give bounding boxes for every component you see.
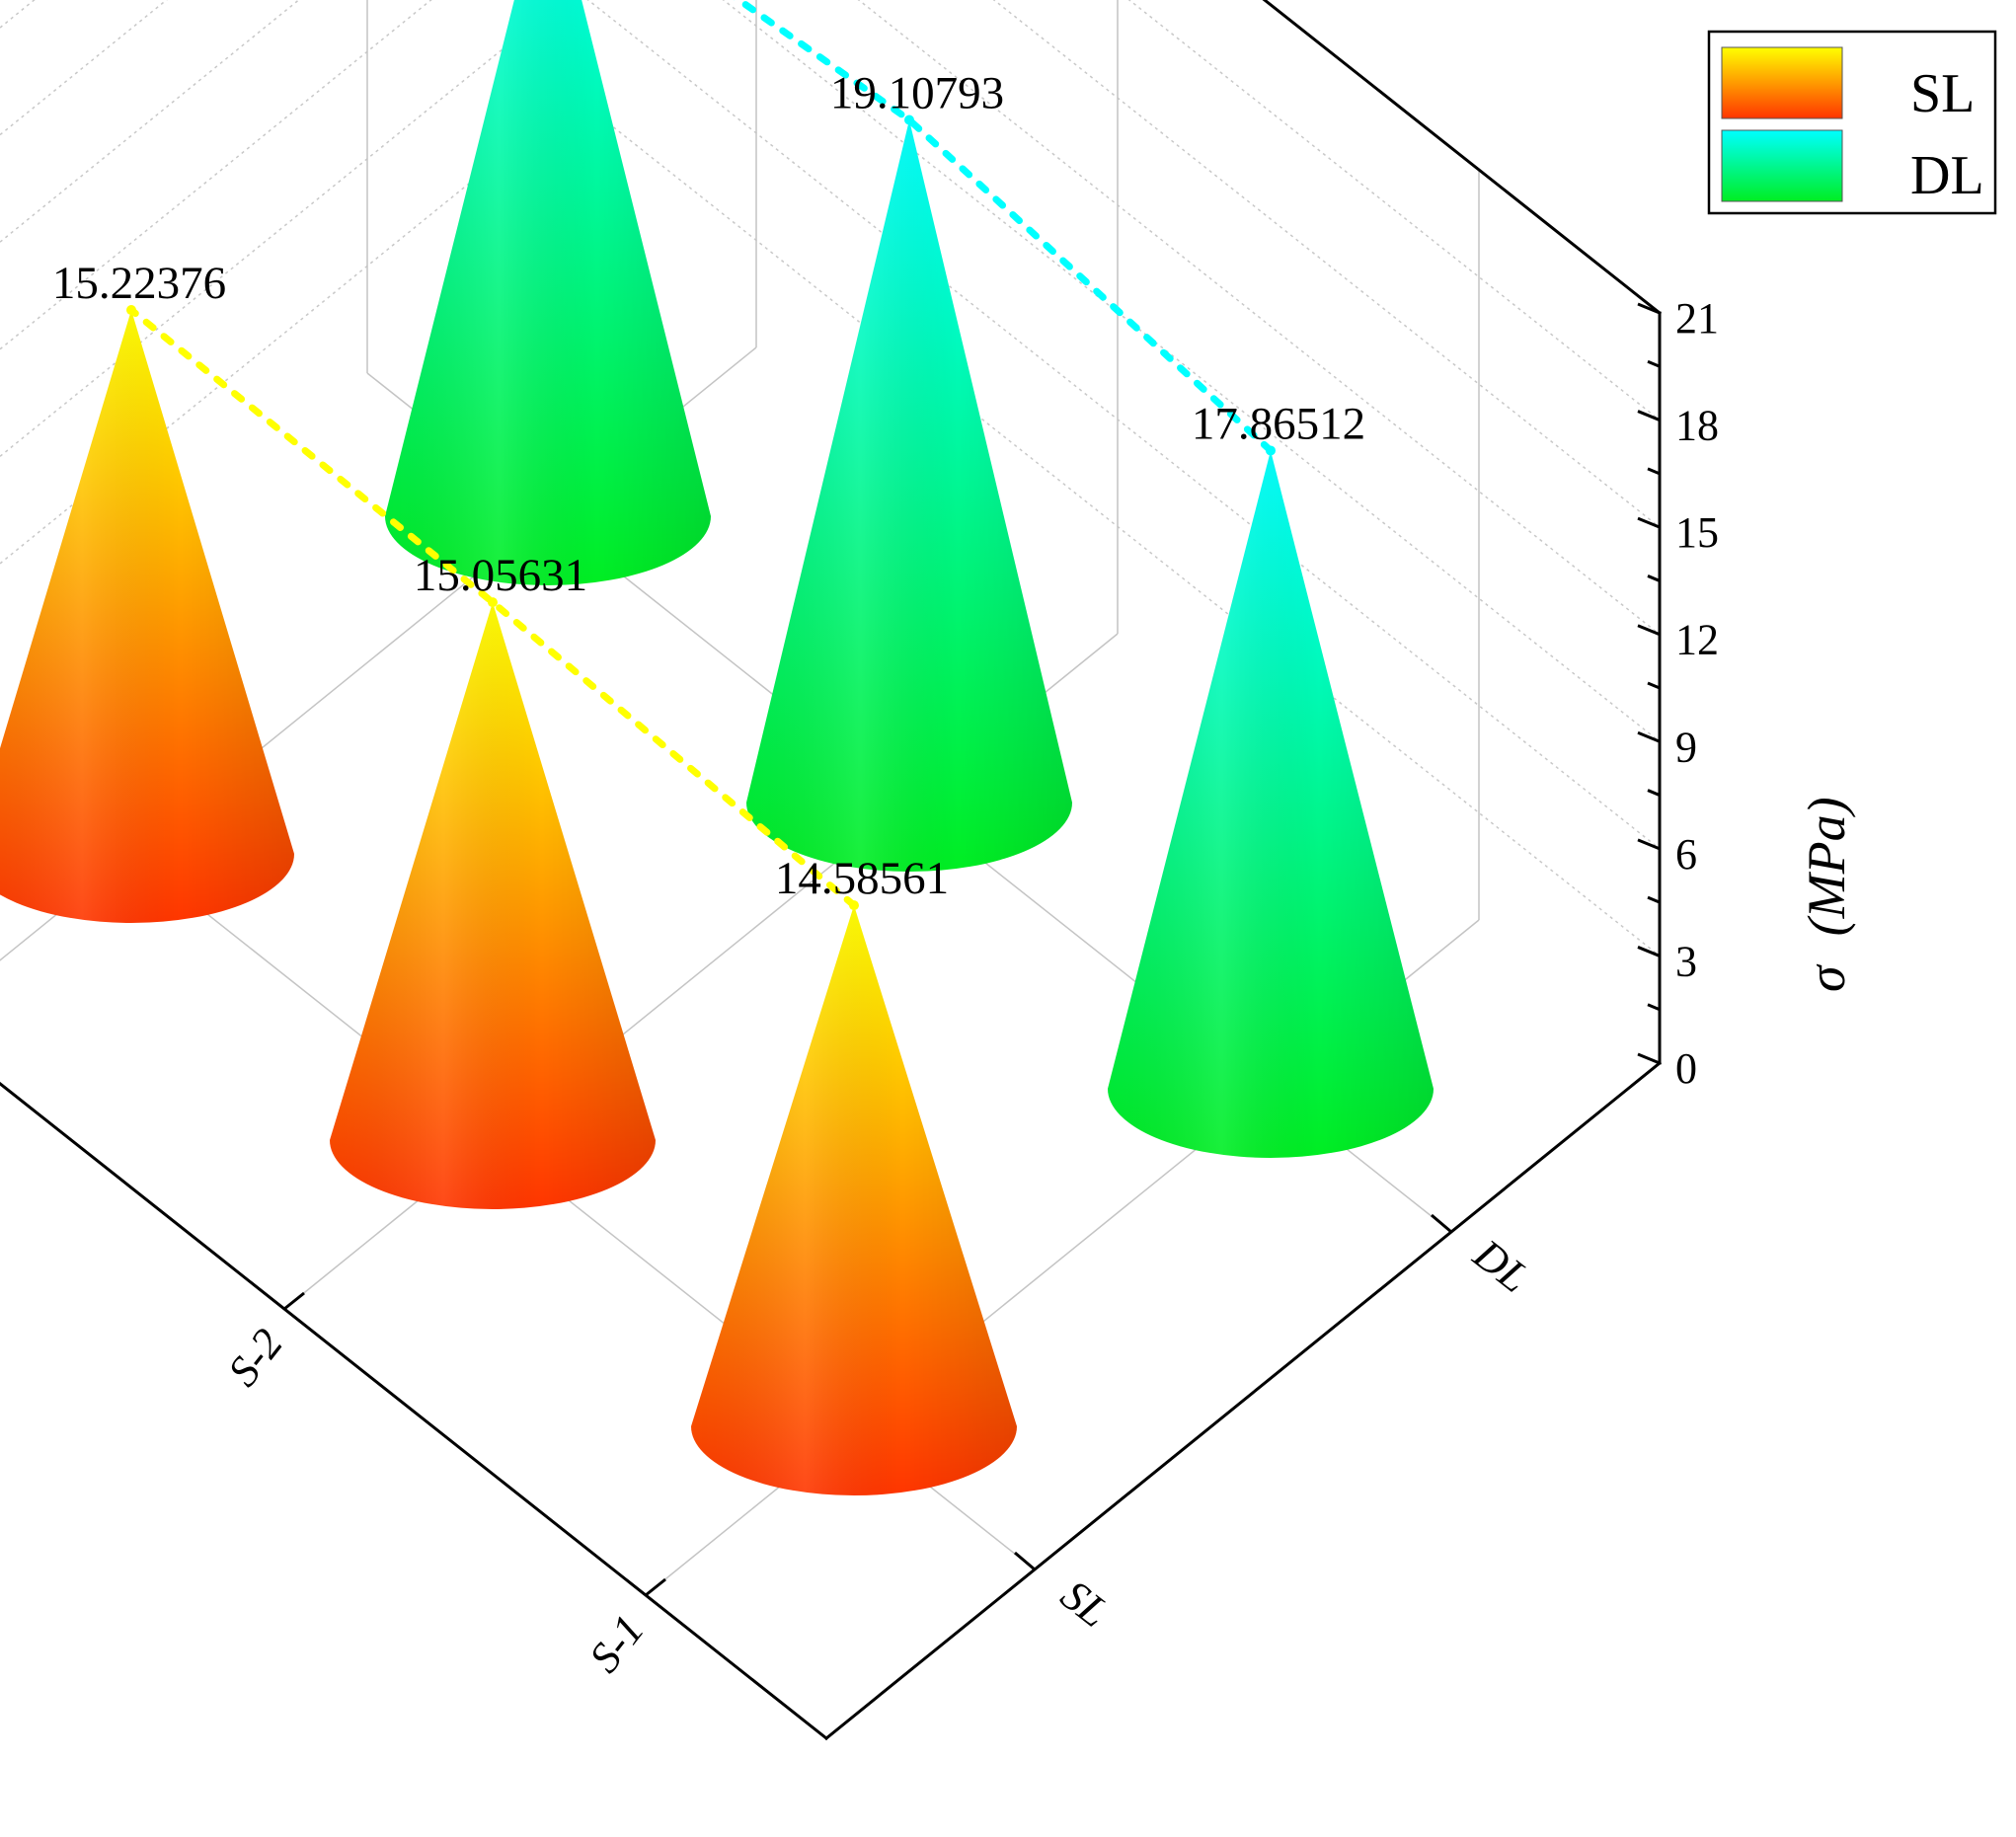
cones xyxy=(0,0,1434,1495)
series-lines xyxy=(126,0,1276,911)
value-label: 15.22376 xyxy=(52,258,226,309)
y-tick xyxy=(645,1577,666,1597)
top-edges xyxy=(1262,0,1663,316)
z-tick-major xyxy=(1637,624,1661,637)
z-tick-major xyxy=(1637,302,1661,315)
z-tick-major xyxy=(1637,730,1661,743)
cone-sl-s-3 xyxy=(0,310,294,923)
cone-dl-s-3 xyxy=(385,0,711,585)
cone-dl-s-2 xyxy=(746,119,1072,872)
z-tick-minor xyxy=(1647,574,1661,582)
back-wall-left xyxy=(30,18,884,1283)
value-label: 17.86512 xyxy=(1192,398,1365,449)
cone-shading xyxy=(385,0,711,585)
z-tick-major xyxy=(1637,516,1661,529)
cone-sl-s-2 xyxy=(330,602,656,1209)
z-tick-major xyxy=(1637,946,1661,957)
z-tick-label: 9 xyxy=(1675,723,1697,771)
z-tick-major xyxy=(1637,1052,1661,1065)
z-gridline-back-left xyxy=(0,0,565,458)
series-line-sl xyxy=(127,306,858,909)
apex-point xyxy=(849,900,859,911)
y-tick xyxy=(283,1291,305,1311)
z-axis-symbol: σ xyxy=(1797,963,1856,992)
legend-label-dl: DL xyxy=(1910,145,1984,206)
z-tick-major xyxy=(1637,838,1661,851)
apex-point xyxy=(488,597,498,608)
cone-shading xyxy=(330,602,656,1209)
series-line-dl xyxy=(733,0,1275,454)
z-tick-minor xyxy=(1647,789,1661,797)
y-tick-label: S-2 xyxy=(218,1320,292,1395)
x-tick-label: DL xyxy=(1464,1229,1538,1302)
legend: SL DL xyxy=(1707,30,1997,215)
cone-sl-s-1 xyxy=(691,905,1017,1495)
z-tick-label: 0 xyxy=(1675,1044,1697,1093)
axis-labels: σ (MPa) xyxy=(1797,797,1856,992)
y-tick-label: S-1 xyxy=(580,1606,654,1681)
z-tick-label: 21 xyxy=(1675,294,1719,343)
z-tick-label: 12 xyxy=(1675,616,1719,664)
x-tick xyxy=(1014,1551,1036,1571)
legend-swatch-dl xyxy=(1721,129,1843,202)
z-tick-label: 15 xyxy=(1675,508,1719,557)
legend-label-sl: SL xyxy=(1910,63,1975,124)
apex-point xyxy=(904,115,914,125)
z-tick-minor xyxy=(1647,359,1661,368)
cone-shading xyxy=(746,119,1072,872)
z-gridline-back-left xyxy=(0,96,577,565)
z-tick-minor xyxy=(1647,467,1661,476)
z-tick-minor xyxy=(1647,895,1661,904)
z-tick-minor xyxy=(1647,681,1661,690)
z-axis-unit: (MPa) xyxy=(1797,797,1856,936)
z-tick-major xyxy=(1637,410,1661,421)
z-tick-label: 18 xyxy=(1675,402,1719,450)
z-axis-title: σ (MPa) xyxy=(1797,797,1856,992)
x-tick xyxy=(1431,1213,1452,1234)
x-tick-label: SL xyxy=(1052,1570,1119,1637)
value-labels: 14.58561 15.05631 15.22376 17.86512 19.10793… xyxy=(52,67,1365,904)
value-label: 19.10793 xyxy=(830,67,1004,118)
z-tick-minor xyxy=(1647,1003,1661,1012)
apex-point xyxy=(126,305,136,316)
apex-point xyxy=(1266,445,1276,456)
value-label: 14.58561 xyxy=(775,853,949,904)
cone-dl-s-1 xyxy=(1108,450,1434,1159)
x-axis-line xyxy=(823,1060,1663,1741)
cone-shading xyxy=(691,905,1017,1495)
z-tick-label: 6 xyxy=(1675,830,1697,879)
cone-shading xyxy=(1108,450,1434,1159)
value-label: 15.05631 xyxy=(414,550,587,601)
z-tick-label: 3 xyxy=(1675,937,1697,985)
legend-swatch-sl xyxy=(1721,46,1843,119)
cone-shading xyxy=(0,310,294,923)
